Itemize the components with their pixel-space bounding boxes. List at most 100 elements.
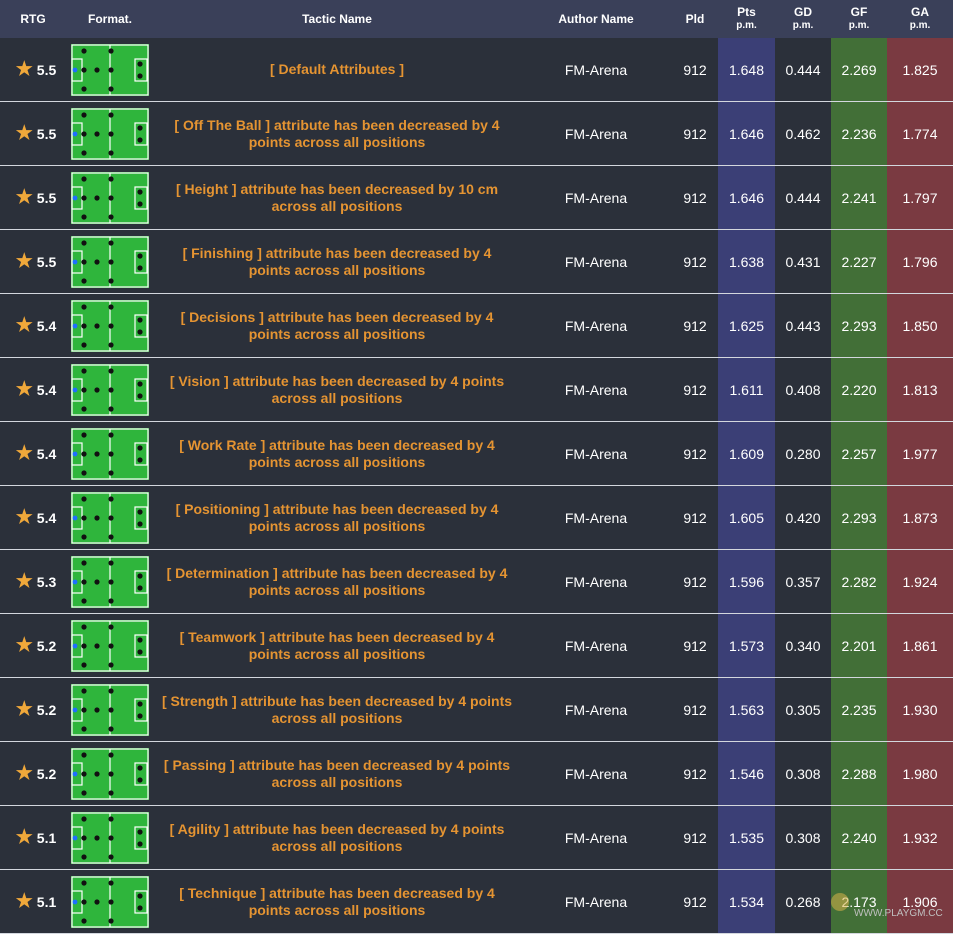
table-row[interactable]: ★ 5.4 bbox=[0, 358, 953, 422]
pitch-formation-icon[interactable] bbox=[71, 235, 149, 288]
played-value: 912 bbox=[683, 701, 707, 718]
tactic-name-link[interactable]: [ Vision ] attribute has been decreased … bbox=[169, 372, 505, 406]
tactic-name-link[interactable]: [ Height ] attribute has been decreased … bbox=[175, 180, 499, 214]
author-name[interactable]: FM-Arena bbox=[564, 253, 628, 270]
tactic-name-link[interactable]: [ Determination ] attribute has been dec… bbox=[166, 564, 508, 598]
header-gf[interactable]: GF p.m. bbox=[831, 0, 887, 38]
author-name[interactable]: FM-Arena bbox=[564, 189, 628, 206]
format-cell bbox=[66, 742, 154, 805]
author-name[interactable]: FM-Arena bbox=[564, 381, 628, 398]
header-pts-label: Pts bbox=[737, 5, 756, 19]
table-row[interactable]: ★ 5.5 bbox=[0, 166, 953, 230]
goals-for-per-match: 2.293 bbox=[831, 294, 887, 357]
star-icon: ★ bbox=[15, 827, 33, 848]
table-row[interactable]: ★ 5.2 bbox=[0, 614, 953, 678]
tactic-name-link[interactable]: [ Off The Ball ] attribute has been decr… bbox=[174, 116, 500, 150]
pitch-formation-icon[interactable] bbox=[71, 107, 149, 160]
tactic-name-link[interactable]: [ Agility ] attribute has been decreased… bbox=[169, 820, 505, 854]
header-gd-label: GD bbox=[794, 5, 812, 19]
played-value: 912 bbox=[683, 893, 707, 910]
rating-value: 5.2 bbox=[36, 765, 57, 782]
rating: ★ 5.5 bbox=[10, 60, 57, 79]
author-name[interactable]: FM-Arena bbox=[564, 893, 628, 910]
author-name[interactable]: FM-Arena bbox=[564, 509, 628, 526]
author-name[interactable]: FM-Arena bbox=[564, 317, 628, 334]
header-author-name[interactable]: Author Name bbox=[520, 0, 672, 38]
pitch-formation-icon[interactable] bbox=[71, 171, 149, 224]
pitch-formation-icon[interactable] bbox=[71, 555, 149, 608]
header-ga[interactable]: GA p.m. bbox=[887, 0, 953, 38]
author-name[interactable]: FM-Arena bbox=[564, 445, 628, 462]
rating-cell: ★ 5.2 bbox=[0, 678, 66, 741]
tactic-name-cell: [ Agility ] attribute has been decreased… bbox=[154, 806, 520, 869]
header-tactic-name[interactable]: Tactic Name bbox=[154, 0, 520, 38]
author-name[interactable]: FM-Arena bbox=[564, 573, 628, 590]
rating: ★ 5.4 bbox=[10, 444, 57, 463]
goals-against-per-match: 1.774 bbox=[887, 102, 953, 165]
tactic-name-cell: [ Positioning ] attribute has been decre… bbox=[154, 486, 520, 549]
points-per-match: 1.563 bbox=[718, 678, 775, 741]
pitch-formation-icon[interactable] bbox=[71, 875, 149, 928]
table-row[interactable]: ★ 5.2 bbox=[0, 742, 953, 806]
table-row[interactable]: ★ 5.5 bbox=[0, 38, 953, 102]
star-icon: ★ bbox=[15, 699, 33, 720]
rating-cell: ★ 5.4 bbox=[0, 358, 66, 421]
tactic-name-link[interactable]: [ Teamwork ] attribute has been decrease… bbox=[179, 628, 495, 662]
pitch-formation-icon[interactable] bbox=[71, 299, 149, 352]
tactic-name-link[interactable]: [ Finishing ] attribute has been decreas… bbox=[182, 244, 492, 278]
author-name[interactable]: FM-Arena bbox=[564, 829, 628, 846]
pitch-formation-icon[interactable] bbox=[71, 43, 149, 96]
goals-against-per-match: 1.977 bbox=[887, 422, 953, 485]
author-name[interactable]: FM-Arena bbox=[564, 637, 628, 654]
rating-cell: ★ 5.3 bbox=[0, 550, 66, 613]
pitch-formation-icon[interactable] bbox=[71, 683, 149, 736]
rating-value: 5.1 bbox=[36, 829, 57, 846]
tactic-name-link[interactable]: [ Passing ] attribute has been decreased… bbox=[163, 756, 511, 790]
tactic-name-cell: [ Work Rate ] attribute has been decreas… bbox=[154, 422, 520, 485]
table-row[interactable]: ★ 5.4 bbox=[0, 486, 953, 550]
pitch-formation-icon[interactable] bbox=[71, 811, 149, 864]
author-name[interactable]: FM-Arena bbox=[564, 125, 628, 142]
goals-against-per-match: 1.825 bbox=[887, 38, 953, 101]
tactic-name-link[interactable]: [ Decisions ] attribute has been decreas… bbox=[180, 308, 494, 342]
table-row[interactable]: ★ 5.5 bbox=[0, 230, 953, 294]
tactic-name-cell: [ Passing ] attribute has been decreased… bbox=[154, 742, 520, 805]
table-row[interactable]: ★ 5.1 bbox=[0, 806, 953, 870]
points-per-match: 1.646 bbox=[718, 166, 775, 229]
tactic-name-link[interactable]: [ Technique ] attribute has been decreas… bbox=[179, 884, 495, 918]
tactic-name-link[interactable]: [ Default Attributes ] bbox=[269, 61, 405, 77]
author-name[interactable]: FM-Arena bbox=[564, 765, 628, 782]
table-row[interactable]: ★ 5.4 bbox=[0, 422, 953, 486]
format-cell bbox=[66, 294, 154, 357]
pitch-formation-icon[interactable] bbox=[71, 491, 149, 544]
table-row[interactable]: ★ 5.2 bbox=[0, 678, 953, 742]
pitch-formation-icon[interactable] bbox=[71, 747, 149, 800]
author-name[interactable]: FM-Arena bbox=[564, 701, 628, 718]
table-row[interactable]: ★ 5.3 bbox=[0, 550, 953, 614]
rating: ★ 5.4 bbox=[10, 380, 57, 399]
tactic-name-link[interactable]: [ Positioning ] attribute has been decre… bbox=[175, 500, 499, 534]
tactic-name-link[interactable]: [ Work Rate ] attribute has been decreas… bbox=[179, 436, 495, 470]
rating-cell: ★ 5.4 bbox=[0, 294, 66, 357]
author-name[interactable]: FM-Arena bbox=[564, 61, 628, 78]
header-pts[interactable]: Pts p.m. bbox=[718, 0, 775, 38]
table-row[interactable]: ★ 5.4 bbox=[0, 294, 953, 358]
header-gd[interactable]: GD p.m. bbox=[775, 0, 831, 38]
format-cell bbox=[66, 550, 154, 613]
header-tactic-name-label: Tactic Name bbox=[302, 12, 372, 26]
goals-against-per-match: 1.861 bbox=[887, 614, 953, 677]
table-row[interactable]: ★ 5.5 bbox=[0, 102, 953, 166]
header-rtg[interactable]: RTG bbox=[0, 0, 66, 38]
pitch-formation-icon[interactable] bbox=[71, 363, 149, 416]
pitch-formation-icon[interactable] bbox=[71, 619, 149, 672]
points-per-match: 1.648 bbox=[718, 38, 775, 101]
tactic-name-link[interactable]: [ Strength ] attribute has been decrease… bbox=[161, 692, 513, 726]
table-row[interactable]: ★ 5.1 bbox=[0, 870, 953, 934]
points-per-match: 1.535 bbox=[718, 806, 775, 869]
header-format[interactable]: Format. bbox=[66, 0, 154, 38]
tactic-name-cell: [ Vision ] attribute has been decreased … bbox=[154, 358, 520, 421]
rating: ★ 5.5 bbox=[10, 252, 57, 271]
header-pld[interactable]: Pld bbox=[672, 0, 718, 38]
pitch-formation-icon[interactable] bbox=[71, 427, 149, 480]
rating-cell: ★ 5.5 bbox=[0, 102, 66, 165]
